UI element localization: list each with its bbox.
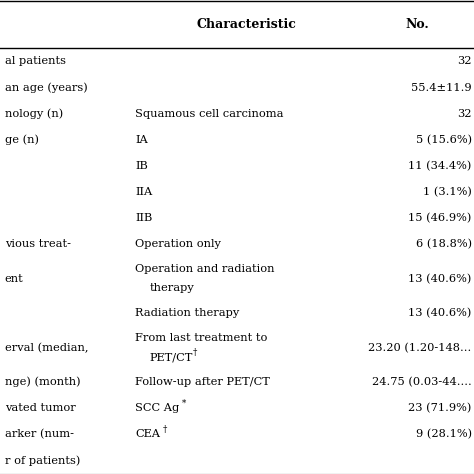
Text: 6 (18.8%): 6 (18.8%)	[416, 239, 472, 249]
Text: Operation and radiation: Operation and radiation	[135, 264, 274, 274]
Text: 32: 32	[457, 109, 472, 118]
Text: Operation only: Operation only	[135, 239, 221, 249]
Text: al patients: al patients	[5, 56, 66, 66]
Text: SCC Ag: SCC Ag	[135, 403, 179, 413]
Text: IIB: IIB	[135, 213, 153, 223]
Text: Follow-up after PET/CT: Follow-up after PET/CT	[135, 377, 270, 387]
Text: 11 (34.4%): 11 (34.4%)	[408, 161, 472, 171]
Text: 13 (40.6%): 13 (40.6%)	[408, 273, 472, 284]
Text: 32: 32	[457, 56, 472, 66]
Text: 1 (3.1%): 1 (3.1%)	[423, 187, 472, 197]
Text: 15 (46.9%): 15 (46.9%)	[408, 213, 472, 223]
Text: From last treatment to: From last treatment to	[135, 333, 267, 343]
Text: erval (median,: erval (median,	[5, 342, 88, 353]
Text: therapy: therapy	[149, 283, 194, 293]
Text: IIA: IIA	[135, 187, 152, 197]
Text: *: *	[182, 399, 186, 408]
Text: IB: IB	[135, 161, 148, 171]
Text: nge) (month): nge) (month)	[5, 377, 81, 387]
Text: †: †	[193, 348, 197, 357]
Text: 9 (28.1%): 9 (28.1%)	[416, 429, 472, 439]
Text: IA: IA	[135, 135, 148, 145]
Text: †: †	[163, 425, 167, 434]
Text: 23.20 (1.20-148…: 23.20 (1.20-148…	[368, 343, 472, 353]
Text: ge (n): ge (n)	[5, 135, 39, 145]
Text: Squamous cell carcinoma: Squamous cell carcinoma	[135, 109, 283, 118]
Text: 24.75 (0.03-44.…: 24.75 (0.03-44.…	[372, 377, 472, 387]
Text: Radiation therapy: Radiation therapy	[135, 308, 239, 318]
Text: arker (num-: arker (num-	[5, 429, 74, 439]
Text: r of patients): r of patients)	[5, 455, 80, 466]
Text: 55.4±11.9: 55.4±11.9	[411, 82, 472, 92]
Text: vated tumor: vated tumor	[5, 403, 75, 413]
Text: an age (years): an age (years)	[5, 82, 88, 93]
Text: 5 (15.6%): 5 (15.6%)	[416, 135, 472, 145]
Text: PET/CT: PET/CT	[149, 352, 193, 362]
Text: nology (n): nology (n)	[5, 109, 63, 119]
Text: 13 (40.6%): 13 (40.6%)	[408, 308, 472, 319]
Text: CEA: CEA	[135, 429, 160, 439]
Text: No.: No.	[405, 18, 429, 31]
Text: Characteristic: Characteristic	[197, 18, 296, 31]
Text: ent: ent	[5, 274, 24, 284]
Text: vious treat-: vious treat-	[5, 239, 71, 249]
Text: 23 (71.9%): 23 (71.9%)	[408, 403, 472, 413]
